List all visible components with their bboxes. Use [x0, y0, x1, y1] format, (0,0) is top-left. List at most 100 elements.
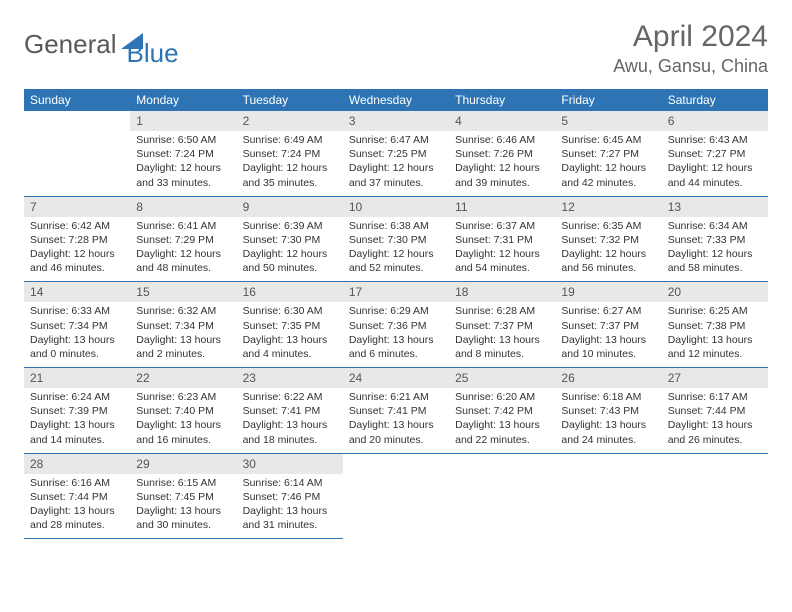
sunrise-text: Sunrise: 6:21 AM [349, 390, 443, 404]
weekday-header: Friday [555, 89, 661, 111]
day-cell: Sunrise: 6:46 AMSunset: 7:26 PMDaylight:… [449, 131, 555, 196]
logo-text-blue: Blue [127, 38, 179, 69]
day-number: 2 [237, 111, 343, 131]
day-content: Sunrise: 6:22 AMSunset: 7:41 PMDaylight:… [237, 388, 343, 453]
week-content-row: Sunrise: 6:42 AMSunset: 7:28 PMDaylight:… [24, 217, 768, 282]
day-number: 15 [130, 282, 236, 303]
day-number: 7 [24, 196, 130, 217]
sunset-text: Sunset: 7:37 PM [455, 319, 549, 333]
day-number: 30 [237, 453, 343, 474]
sunrise-text: Sunrise: 6:32 AM [136, 304, 230, 318]
sunset-text: Sunset: 7:46 PM [243, 490, 337, 504]
daylight-text: Daylight: 12 hours and 58 minutes. [668, 247, 762, 275]
day-number: 9 [237, 196, 343, 217]
sunset-text: Sunset: 7:38 PM [668, 319, 762, 333]
day-content: Sunrise: 6:41 AMSunset: 7:29 PMDaylight:… [130, 217, 236, 282]
sunrise-text: Sunrise: 6:49 AM [243, 133, 337, 147]
day-number: 17 [343, 282, 449, 303]
sunrise-text: Sunrise: 6:23 AM [136, 390, 230, 404]
day-cell: Sunrise: 6:16 AMSunset: 7:44 PMDaylight:… [24, 474, 130, 539]
day-cell: Sunrise: 6:42 AMSunset: 7:28 PMDaylight:… [24, 217, 130, 282]
day-cell: Sunrise: 6:35 AMSunset: 7:32 PMDaylight:… [555, 217, 661, 282]
day-content: Sunrise: 6:18 AMSunset: 7:43 PMDaylight:… [555, 388, 661, 453]
day-number: 22 [130, 368, 236, 389]
sunset-text: Sunset: 7:32 PM [561, 233, 655, 247]
month-title: April 2024 [613, 20, 768, 54]
day-number: 19 [555, 282, 661, 303]
day-cell: Sunrise: 6:32 AMSunset: 7:34 PMDaylight:… [130, 302, 236, 367]
day-content: Sunrise: 6:17 AMSunset: 7:44 PMDaylight:… [662, 388, 768, 453]
day-number: 6 [662, 111, 768, 131]
daylight-text: Daylight: 13 hours and 22 minutes. [455, 418, 549, 446]
sunrise-text: Sunrise: 6:28 AM [455, 304, 549, 318]
day-content: Sunrise: 6:20 AMSunset: 7:42 PMDaylight:… [449, 388, 555, 453]
sunrise-text: Sunrise: 6:35 AM [561, 219, 655, 233]
sunrise-text: Sunrise: 6:18 AM [561, 390, 655, 404]
day-content: Sunrise: 6:46 AMSunset: 7:26 PMDaylight:… [449, 131, 555, 196]
day-number: 20 [662, 282, 768, 303]
day-cell [449, 474, 555, 539]
day-content [555, 474, 661, 530]
day-number: 29 [130, 453, 236, 474]
sunset-text: Sunset: 7:44 PM [30, 490, 124, 504]
day-content: Sunrise: 6:49 AMSunset: 7:24 PMDaylight:… [237, 131, 343, 196]
daylight-text: Daylight: 12 hours and 54 minutes. [455, 247, 549, 275]
day-cell: Sunrise: 6:49 AMSunset: 7:24 PMDaylight:… [237, 131, 343, 196]
daylight-text: Daylight: 13 hours and 2 minutes. [136, 333, 230, 361]
sunset-text: Sunset: 7:41 PM [243, 404, 337, 418]
day-cell [24, 131, 130, 196]
day-number: 23 [237, 368, 343, 389]
day-cell: Sunrise: 6:23 AMSunset: 7:40 PMDaylight:… [130, 388, 236, 453]
day-cell: Sunrise: 6:27 AMSunset: 7:37 PMDaylight:… [555, 302, 661, 367]
daylight-text: Daylight: 13 hours and 31 minutes. [243, 504, 337, 532]
day-content: Sunrise: 6:30 AMSunset: 7:35 PMDaylight:… [237, 302, 343, 367]
sunset-text: Sunset: 7:24 PM [136, 147, 230, 161]
day-content: Sunrise: 6:37 AMSunset: 7:31 PMDaylight:… [449, 217, 555, 282]
weekday-header: Thursday [449, 89, 555, 111]
day-content: Sunrise: 6:38 AMSunset: 7:30 PMDaylight:… [343, 217, 449, 282]
weekday-header: Sunday [24, 89, 130, 111]
sunrise-text: Sunrise: 6:42 AM [30, 219, 124, 233]
daylight-text: Daylight: 13 hours and 28 minutes. [30, 504, 124, 532]
sunset-text: Sunset: 7:30 PM [349, 233, 443, 247]
daylight-text: Daylight: 12 hours and 50 minutes. [243, 247, 337, 275]
sunset-text: Sunset: 7:31 PM [455, 233, 549, 247]
day-number: 5 [555, 111, 661, 131]
logo-text-general: General [24, 29, 117, 60]
day-cell: Sunrise: 6:28 AMSunset: 7:37 PMDaylight:… [449, 302, 555, 367]
day-content: Sunrise: 6:50 AMSunset: 7:24 PMDaylight:… [130, 131, 236, 196]
sunrise-text: Sunrise: 6:34 AM [668, 219, 762, 233]
sunrise-text: Sunrise: 6:22 AM [243, 390, 337, 404]
day-cell: Sunrise: 6:20 AMSunset: 7:42 PMDaylight:… [449, 388, 555, 453]
sunset-text: Sunset: 7:27 PM [561, 147, 655, 161]
weekday-header-row: Sunday Monday Tuesday Wednesday Thursday… [24, 89, 768, 111]
day-content [449, 474, 555, 530]
day-number: 27 [662, 368, 768, 389]
day-cell: Sunrise: 6:17 AMSunset: 7:44 PMDaylight:… [662, 388, 768, 453]
day-content: Sunrise: 6:14 AMSunset: 7:46 PMDaylight:… [237, 474, 343, 539]
daylight-text: Daylight: 13 hours and 20 minutes. [349, 418, 443, 446]
day-cell: Sunrise: 6:39 AMSunset: 7:30 PMDaylight:… [237, 217, 343, 282]
day-cell: Sunrise: 6:45 AMSunset: 7:27 PMDaylight:… [555, 131, 661, 196]
week-content-row: Sunrise: 6:24 AMSunset: 7:39 PMDaylight:… [24, 388, 768, 453]
day-cell: Sunrise: 6:24 AMSunset: 7:39 PMDaylight:… [24, 388, 130, 453]
sunset-text: Sunset: 7:34 PM [136, 319, 230, 333]
sunset-text: Sunset: 7:37 PM [561, 319, 655, 333]
day-cell: Sunrise: 6:30 AMSunset: 7:35 PMDaylight:… [237, 302, 343, 367]
sunset-text: Sunset: 7:42 PM [455, 404, 549, 418]
day-content: Sunrise: 6:29 AMSunset: 7:36 PMDaylight:… [343, 302, 449, 367]
day-content: Sunrise: 6:16 AMSunset: 7:44 PMDaylight:… [24, 474, 130, 539]
day-content: Sunrise: 6:45 AMSunset: 7:27 PMDaylight:… [555, 131, 661, 196]
day-number [555, 453, 661, 474]
weekday-header: Wednesday [343, 89, 449, 111]
daylight-text: Daylight: 13 hours and 26 minutes. [668, 418, 762, 446]
sunrise-text: Sunrise: 6:29 AM [349, 304, 443, 318]
location: Awu, Gansu, China [613, 56, 768, 77]
day-number: 3 [343, 111, 449, 131]
daylight-text: Daylight: 12 hours and 44 minutes. [668, 161, 762, 189]
sunset-text: Sunset: 7:45 PM [136, 490, 230, 504]
sunrise-text: Sunrise: 6:46 AM [455, 133, 549, 147]
daylight-text: Daylight: 13 hours and 24 minutes. [561, 418, 655, 446]
day-cell [662, 474, 768, 539]
day-content: Sunrise: 6:42 AMSunset: 7:28 PMDaylight:… [24, 217, 130, 282]
